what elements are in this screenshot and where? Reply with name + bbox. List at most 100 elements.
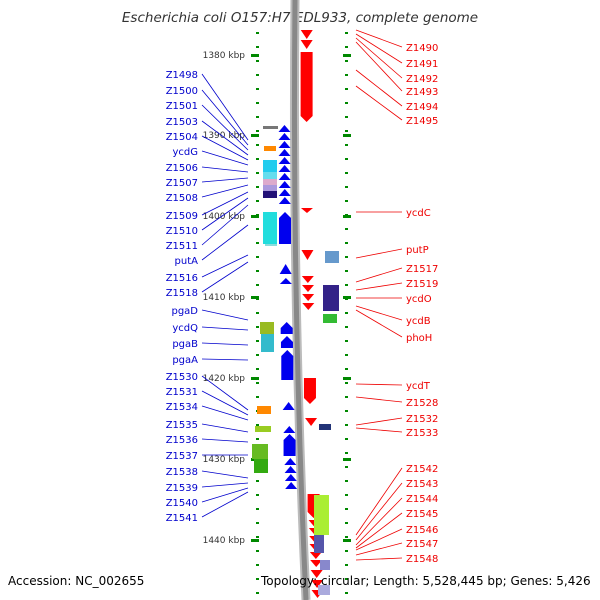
leader-line [201, 73, 249, 141]
accession-label: Accession: NC_002655 [8, 574, 145, 588]
similarity-block [314, 495, 329, 535]
leader-line [355, 417, 403, 426]
scale-label: 1440 kbp [203, 536, 246, 546]
leader-line [201, 326, 249, 331]
scale-dot [256, 550, 259, 552]
similarity-block [252, 444, 268, 459]
scale-dot [345, 536, 348, 538]
leader-line [201, 224, 249, 261]
scale-dot [345, 396, 348, 398]
scale-dot [345, 116, 348, 118]
reverse-gene-arrow [310, 560, 323, 567]
reverse-gene-arrow [301, 276, 314, 283]
scale-dot [345, 256, 348, 258]
gene-label-right: Z1533 [406, 428, 438, 439]
leader-line [201, 482, 249, 488]
leader-line [201, 191, 249, 216]
reverse-gene-arrow [300, 30, 313, 39]
scale-tick [251, 134, 259, 137]
leader-line [201, 166, 249, 173]
scale-tick [343, 539, 351, 542]
scale-dot [345, 368, 348, 370]
topology-label: Topology: circular; Length: 5,528,445 bp… [261, 574, 591, 588]
scale-label: 1420 kbp [203, 374, 246, 384]
leader-line [355, 557, 403, 561]
scale-dot [256, 32, 259, 34]
scale-dot [256, 494, 259, 496]
forward-gene-arrow [278, 125, 291, 132]
leader-line [355, 309, 403, 338]
forward-gene-arrow [278, 165, 291, 172]
leader-line [201, 120, 249, 156]
reverse-gene-arrow [302, 303, 315, 310]
similarity-block [325, 251, 339, 263]
leader-line [355, 41, 403, 92]
leader-line [355, 248, 403, 259]
scale-tick [251, 296, 259, 299]
scale-dot [345, 410, 348, 412]
gene-label-left: Z1531 [166, 387, 198, 398]
forward-gene-arrow [285, 482, 298, 489]
gene-label-left: Z1510 [166, 226, 198, 237]
gene-label-left: Z1508 [166, 193, 198, 204]
scale-dot [256, 522, 259, 524]
scale-dot [256, 438, 259, 440]
similarity-block [320, 560, 330, 570]
scale-dot [345, 340, 348, 342]
gene-label-left: Z1506 [166, 163, 198, 174]
scale-dot [345, 466, 348, 468]
scale-dot [256, 592, 259, 594]
gene-label-right: Z1543 [406, 479, 438, 490]
forward-gene-arrow [284, 466, 297, 473]
scale-dot [256, 284, 259, 286]
similarity-block [263, 126, 278, 129]
similarity-block [323, 314, 337, 323]
leader-line [355, 267, 403, 283]
scale-dot [345, 200, 348, 202]
leader-line [201, 89, 249, 146]
reverse-gene-arrow [301, 250, 314, 260]
scale-label: 1390 kbp [203, 131, 246, 141]
scale-dot [256, 536, 259, 538]
leader-line [355, 427, 403, 433]
similarity-block [263, 212, 277, 244]
scale-dot [345, 74, 348, 76]
scale-dot [345, 32, 348, 34]
genome-backbone [291, 0, 309, 600]
forward-gene-arrow [278, 197, 291, 204]
forward-gene-arrow [283, 426, 296, 433]
gene-label-right: phoH [406, 333, 432, 344]
leader-line [201, 135, 249, 161]
forward-gene-arrow [278, 189, 291, 196]
scale-tick [251, 54, 259, 57]
similarity-block [257, 406, 271, 414]
scale-label: 1380 kbp [203, 51, 246, 61]
scale-dot [256, 144, 259, 146]
scale-dot [345, 88, 348, 90]
forward-gene-arrow [284, 458, 297, 465]
gene-label-right: Z1544 [406, 494, 438, 505]
gene-label-right: Z1528 [406, 398, 438, 409]
scale-dot [345, 522, 348, 524]
gene-label-left: pgaA [172, 355, 198, 366]
similarity-block [263, 160, 277, 172]
scale-dot [256, 368, 259, 370]
gene-label-left: ycdQ [172, 323, 198, 334]
scale-label: 1410 kbp [203, 293, 246, 303]
scale-dot [345, 242, 348, 244]
scale-dot [256, 340, 259, 342]
scale-dot [256, 480, 259, 482]
similarity-block [265, 244, 277, 246]
leader-line [201, 438, 249, 443]
reverse-gene-arrow [311, 580, 324, 588]
reverse-gene-arrow [300, 208, 313, 213]
similarity-block [263, 179, 277, 185]
similarity-block [263, 172, 277, 179]
leader-line [355, 29, 403, 48]
leader-line [355, 305, 403, 321]
gene-label-left: Z1541 [166, 513, 198, 524]
gene-label-right: Z1494 [406, 102, 438, 113]
leader-line [201, 177, 249, 183]
similarity-block [255, 426, 271, 432]
